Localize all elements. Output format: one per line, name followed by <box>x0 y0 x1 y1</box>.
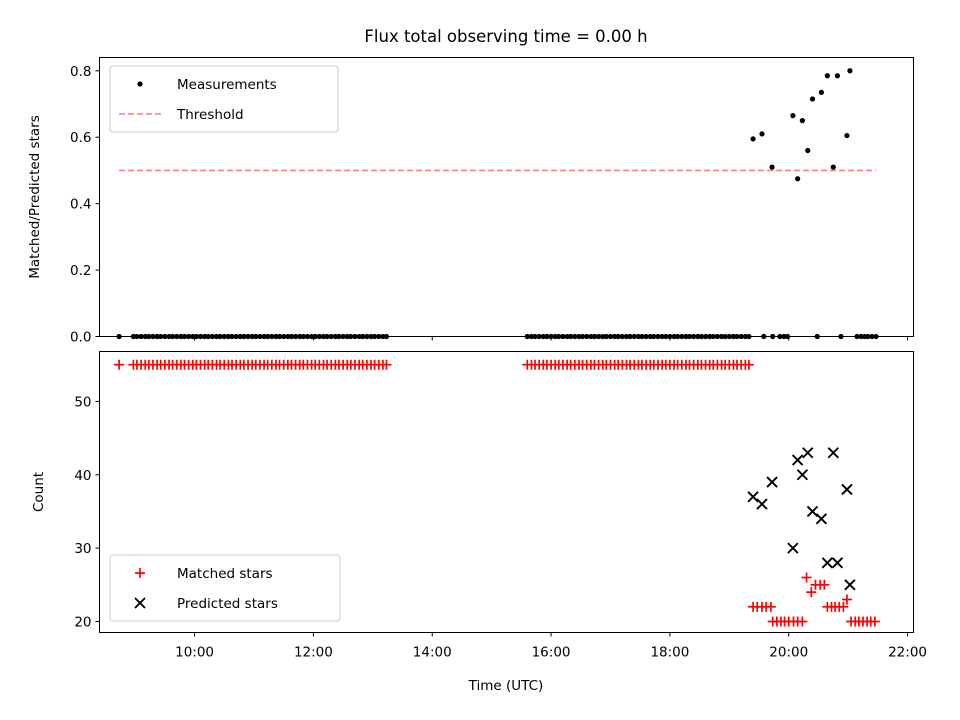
measurement-point <box>799 118 805 124</box>
measurement-point <box>769 164 775 170</box>
predicted-star-point <box>841 483 853 496</box>
matched-star-point <box>869 616 880 627</box>
measurement-point <box>805 147 811 154</box>
measurement-point <box>830 164 836 170</box>
x-tick-label: 22:00 <box>888 645 927 661</box>
ratio-y-tick-label: 0.4 <box>70 197 91 213</box>
predicted-star-point <box>827 447 839 459</box>
count-y-tick-label: 20 <box>74 614 91 630</box>
ratio-legend: Measurements Threshold <box>109 65 339 133</box>
count-y-tick-label: 40 <box>74 468 91 484</box>
legend-swatch-matched-stars <box>135 568 145 578</box>
predicted-star-point <box>802 447 814 459</box>
x-tick-label: 18:00 <box>650 645 689 661</box>
matched-star-point <box>381 359 392 370</box>
legend-label-threshold: Threshold <box>176 107 244 123</box>
ratio-legend-box <box>109 65 339 133</box>
ratio-y-axis-label: Matched/Predicted stars <box>27 115 43 278</box>
matched-star-point <box>743 359 754 370</box>
ratio-y-tick-label: 0.0 <box>70 330 91 346</box>
chart-title: Flux total observing time = 0.00 h <box>364 27 647 46</box>
count-y-tick-label: 50 <box>74 394 91 410</box>
count-legend: Matched stars Predicted stars <box>109 554 341 622</box>
measurement-point <box>795 176 801 182</box>
x-tick-label: 16:00 <box>532 645 571 661</box>
count-y-axis-label: Count <box>31 472 47 512</box>
predicted-star-point <box>766 476 778 488</box>
measurement-point <box>809 96 816 102</box>
measurement-point <box>847 68 853 74</box>
legend-label-matched-stars: Matched stars <box>177 566 273 582</box>
x-axis-label: Time (UTC) <box>468 678 544 694</box>
predicted-star-point <box>806 505 819 518</box>
count-panel: 20 30 40 50 10:00 12:00 14:00 16:00 18:00 20:00 22… <box>31 351 927 694</box>
matched-star-point <box>806 587 817 598</box>
count-marks <box>114 359 880 627</box>
measurement-point <box>750 136 756 142</box>
predicted-star-point <box>796 469 809 481</box>
predicted-star-point <box>756 498 768 510</box>
measurement-point <box>824 73 830 79</box>
measurement-point <box>818 89 825 95</box>
matched-star-point <box>801 572 812 583</box>
x-tick-label: 14:00 <box>413 645 452 661</box>
measurement-point <box>834 73 841 79</box>
x-tick-label: 20:00 <box>769 645 808 661</box>
legend-swatch-measurements <box>137 81 143 87</box>
count-axes: 20 30 40 50 10:00 12:00 14:00 16:00 18:00 20:00 22… <box>74 394 927 660</box>
predicted-star-point <box>815 513 828 525</box>
x-tick-label: 12:00 <box>294 645 333 661</box>
matched-star-point <box>765 601 776 612</box>
count-y-tick-label: 30 <box>74 541 91 557</box>
predicted-star-point <box>831 557 844 569</box>
ratio-y-tick-label: 0.6 <box>70 130 91 146</box>
ratio-plot-frame <box>99 57 914 337</box>
matched-star-point <box>841 594 852 605</box>
predicted-star-point <box>747 491 759 503</box>
count-legend-box <box>109 554 341 622</box>
legend-label-predicted-stars: Predicted stars <box>177 596 278 612</box>
ratio-y-tick-label: 0.2 <box>70 263 91 279</box>
count-plot-frame <box>99 351 914 633</box>
legend-swatch-predicted-stars <box>134 597 146 609</box>
predicted-star-point <box>791 454 804 466</box>
measurement-point <box>844 132 850 139</box>
ratio-panel: 0.00.20.40.60.8 Matched/Predicted stars … <box>27 57 914 346</box>
predicted-star-point <box>844 579 856 591</box>
measurement-point <box>759 131 765 137</box>
legend-label-measurements: Measurements <box>177 77 277 93</box>
x-tick-label: 10:00 <box>175 645 214 661</box>
matched-star-point <box>797 616 808 627</box>
matched-star-point <box>838 601 849 612</box>
ratio-axes: 0.0 0.2 0.4 0.6 0.8 <box>70 64 909 346</box>
predicted-star-point <box>821 557 834 569</box>
predicted-star-point <box>787 542 799 554</box>
ratio-y-tick-label: 0.8 <box>70 64 91 80</box>
matched-star-point <box>114 359 125 370</box>
measurement-point <box>790 113 796 119</box>
matched-star-point <box>819 579 830 590</box>
